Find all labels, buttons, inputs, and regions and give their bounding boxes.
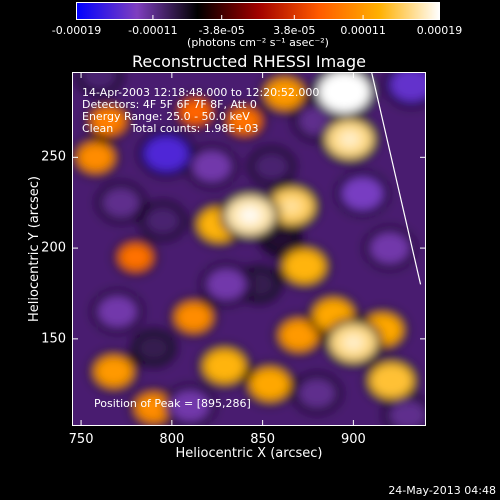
heatmap-source-core xyxy=(332,82,357,102)
energy-range-text: Energy Range: 25.0 - 50.0 keV xyxy=(82,110,250,123)
heatmap-source-core xyxy=(342,334,364,351)
y-tick-labels: 150 200 250 xyxy=(0,72,66,426)
heatmap-source xyxy=(179,99,212,125)
colorbar-tick-labels: -0.00019 -0.00011 -3.8e-05 3.8e-05 0.00011 0.… xyxy=(52,24,462,38)
heatmap-source xyxy=(341,176,384,211)
colorbar-ticks xyxy=(76,15,440,20)
colorbar-tick-label: -0.00019 xyxy=(51,24,102,37)
heatmap-source xyxy=(227,107,262,135)
plot-area xyxy=(72,72,426,426)
heatmap-source-core xyxy=(281,198,302,215)
heatmap-source-core xyxy=(339,130,361,148)
colorbar-tick-label: -0.00011 xyxy=(128,24,178,37)
heatmap-source xyxy=(144,206,182,236)
y-tick-label: 150 xyxy=(41,331,66,347)
heatmap-source xyxy=(206,268,247,301)
colorbar-tick-label: 0.00011 xyxy=(340,24,386,37)
x-tick-label: 800 xyxy=(159,432,185,447)
heatmap-source xyxy=(297,377,337,409)
colorbar-tick-label: 0.00019 xyxy=(416,24,463,37)
heatmap-source xyxy=(135,393,173,423)
heatmap-source xyxy=(203,349,246,383)
x-tick-label: 900 xyxy=(340,432,366,447)
y-tick-label: 200 xyxy=(41,240,66,256)
heatmap-source xyxy=(77,142,115,173)
colorbar xyxy=(76,2,440,20)
heatmap-source xyxy=(118,243,153,271)
heatmap-source xyxy=(191,150,232,183)
heatmap-source xyxy=(175,302,213,332)
x-tick-label: 850 xyxy=(250,432,276,447)
clean-counts-text: Clean Total counts: 1.98E+03 xyxy=(82,122,259,135)
x-axis-label: Heliocentric X (arcsec) xyxy=(175,446,323,461)
heatmap-source xyxy=(279,319,319,351)
y-axis-label: Heliocentric Y (arcsec) xyxy=(27,176,42,322)
heatmap-source xyxy=(253,151,291,182)
plot-frame xyxy=(72,72,426,426)
time-range-text: 14-Apr-2003 12:18:48.000 to 12:20:52.000 xyxy=(82,86,320,99)
heatmap-source xyxy=(369,363,414,399)
heatmap-source xyxy=(249,368,290,401)
heatmap-sources xyxy=(72,72,426,426)
heatmap-source xyxy=(389,72,426,103)
x-tick-label: 750 xyxy=(68,432,94,447)
colorbar-tick-label: -3.8e-05 xyxy=(198,24,245,37)
heatmap-source xyxy=(90,106,126,136)
heatmap-source xyxy=(94,356,134,387)
heatmap-source xyxy=(283,249,326,284)
colorbar-tick-label: 3.8e-05 xyxy=(273,24,316,37)
y-tick-label: 250 xyxy=(41,149,66,165)
heatmap-source xyxy=(265,78,304,110)
detectors-text: Detectors: 4F 5F 6F 7F 8F, Att 0 xyxy=(82,98,257,111)
heatmap-source xyxy=(169,389,211,423)
heatmap-source xyxy=(388,399,426,426)
heatmap-source xyxy=(136,333,172,363)
heatmap-source xyxy=(97,295,138,328)
chart-title: Reconstructed RHESSI Image xyxy=(132,52,366,71)
solar-limb-line xyxy=(370,72,422,285)
heatmap-source-core xyxy=(238,206,261,224)
heatmap-source xyxy=(369,232,410,265)
timestamp: 24-May-2013 04:48 xyxy=(388,484,496,497)
heatmap-source xyxy=(80,72,118,91)
x-tick-labels: 750 800 850 900 xyxy=(68,432,426,447)
heatmap-source xyxy=(143,135,190,172)
heatmap-source xyxy=(101,187,141,219)
colorbar-unit-label: (photons cm⁻² s⁻¹ asec⁻²) xyxy=(187,36,329,49)
info-annotations: 14-Apr-2003 12:18:48.000 to 12:20:52.000… xyxy=(82,87,319,135)
peak-position-text: Position of Peak = [895,286] xyxy=(94,397,251,410)
